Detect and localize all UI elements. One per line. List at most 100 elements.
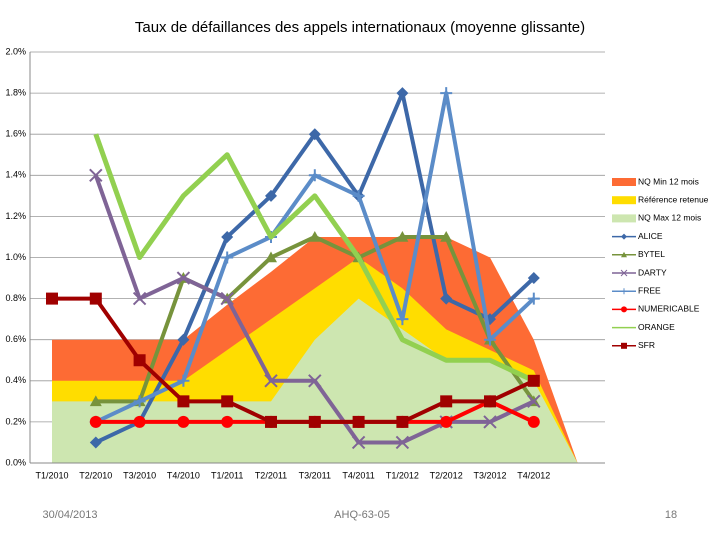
marker: [440, 230, 453, 242]
y-tick-label: 1.0%: [5, 252, 26, 262]
marker: [220, 291, 234, 306]
marker: [89, 168, 103, 183]
marker: [265, 415, 277, 428]
marker: [484, 333, 496, 346]
legend-label: Référence retenue: [638, 194, 709, 204]
y-tick-label: 0.6%: [5, 334, 26, 344]
legend-label: SFR: [638, 340, 655, 350]
x-tick-label: T1/2010: [35, 470, 68, 480]
marker: [396, 415, 409, 428]
marker: [221, 395, 234, 408]
legend-marker: [620, 269, 628, 277]
marker: [221, 415, 234, 428]
marker: [177, 395, 190, 408]
marker: [400, 337, 405, 342]
marker: [352, 415, 365, 428]
marker: [308, 230, 321, 242]
marker: [396, 313, 409, 326]
footer-page: 18: [665, 509, 677, 521]
legend-label: ORANGE: [638, 322, 675, 332]
marker: [527, 415, 540, 428]
y-tick-label: 1.4%: [5, 170, 26, 180]
footer-date: 30/04/2013: [42, 509, 97, 521]
x-tick-label: T2/2010: [79, 470, 112, 480]
legend-label: NQ Max 12 mois: [638, 213, 701, 223]
marker: [269, 234, 274, 239]
marker: [351, 435, 366, 450]
x-tick-label: T4/2010: [167, 470, 200, 480]
x-tick-label: T2/2012: [430, 470, 463, 480]
line: [52, 296, 535, 424]
legend-marker: [621, 306, 627, 313]
marker: [352, 189, 365, 202]
x-tick-label: T1/2012: [386, 470, 419, 480]
legend-marker: [621, 288, 627, 295]
legend-swatch: [612, 214, 636, 223]
legend-marker: [621, 233, 627, 240]
marker: [356, 255, 361, 260]
series-line: [93, 132, 535, 384]
legend-label: NUMERICABLE: [638, 304, 700, 314]
marker: [308, 169, 321, 182]
marker: [265, 189, 277, 202]
footer-code: AHQ-63-05: [334, 509, 390, 521]
marker: [221, 230, 234, 243]
marker: [308, 415, 321, 428]
y-tick-label: 1.2%: [5, 211, 26, 221]
x-tick-label: T1/2011: [211, 470, 243, 480]
marker: [177, 415, 190, 428]
marker: [177, 333, 190, 346]
marker: [137, 255, 142, 260]
marker: [444, 358, 449, 363]
marker: [440, 415, 453, 428]
marker: [89, 292, 102, 305]
y-tick-label: 2.0%: [5, 46, 26, 56]
marker: [440, 292, 453, 305]
marker: [181, 193, 186, 198]
marker: [312, 193, 317, 198]
marker: [93, 132, 98, 137]
marker: [395, 435, 410, 450]
x-tick-label: T3/2010: [123, 470, 156, 480]
legend-label: FREE: [638, 285, 661, 295]
marker: [488, 358, 493, 363]
legend-marker: [621, 342, 627, 349]
legend-marker: [623, 326, 626, 329]
marker: [396, 230, 409, 242]
x-tick-label: T3/2011: [299, 470, 331, 480]
marker: [527, 272, 540, 285]
y-tick-label: 0.8%: [5, 293, 26, 303]
marker: [265, 251, 277, 263]
marker: [440, 395, 453, 408]
marker: [133, 395, 146, 408]
marker: [132, 291, 147, 306]
x-tick-label: T4/2011: [342, 470, 374, 480]
legend-label: NQ Min 12 mois: [638, 176, 699, 186]
marker: [527, 394, 541, 409]
marker: [308, 374, 322, 388]
marker: [225, 152, 230, 157]
marker: [89, 395, 102, 407]
marker: [527, 374, 540, 387]
marker: [89, 415, 102, 428]
legend-marker: [621, 251, 627, 258]
marker: [221, 251, 234, 264]
legend-label: BYTEL: [638, 249, 665, 259]
marker: [527, 292, 540, 305]
x-tick-label: T4/2012: [517, 470, 550, 480]
y-tick-label: 0.2%: [5, 416, 26, 426]
legend-swatch: [612, 178, 636, 186]
line: [93, 133, 535, 384]
marker: [308, 128, 321, 141]
y-tick-label: 0.4%: [5, 375, 26, 385]
marker: [483, 415, 497, 429]
legend-label: DARTY: [638, 267, 667, 277]
marker: [89, 436, 102, 449]
marker: [484, 395, 496, 408]
y-tick-label: 0.0%: [5, 457, 26, 467]
marker: [264, 374, 278, 388]
marker: [177, 374, 190, 387]
chart-title: Taux de défaillances des appels internat…: [135, 19, 585, 36]
marker: [440, 87, 453, 100]
